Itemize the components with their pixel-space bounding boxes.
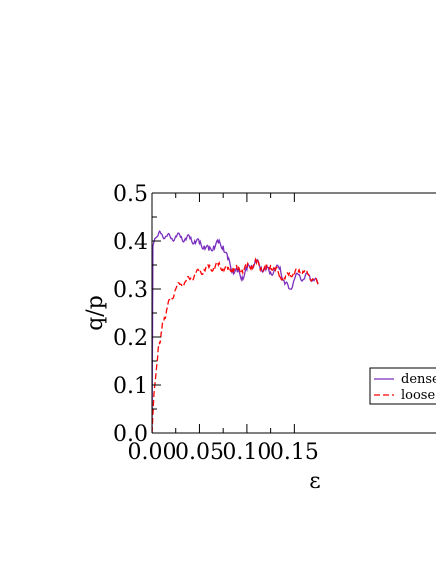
x-axis-title: ε [309,469,320,494]
tick-labels: 0.000.050.100.15 0.0 0.1 0.2 0.3 0.4 0.5 [113,182,319,465]
y-tick-label: 0.5 [113,182,148,207]
axis-ticks [151,192,295,434]
y-tick-label: 0.0 [113,422,148,447]
legend-label-dense: dense [401,372,436,387]
x-tick-label: 0.00 [128,440,177,465]
y-tick-label: 0.2 [113,326,148,351]
y-tick-label: 0.4 [113,230,148,255]
y-tick-label: 0.3 [113,278,148,303]
x-tick-label: 0.15 [270,440,319,465]
x-tick-label: 0.10 [222,440,271,465]
legend-box [369,367,436,405]
series-line-dense [152,230,319,433]
x-tick-label: 0.05 [175,440,224,465]
legend-label-loose: loose [401,388,435,403]
series-layer [152,230,319,433]
y-axis-title: q/p [83,295,108,331]
y-tick-label: 0.1 [113,374,148,399]
